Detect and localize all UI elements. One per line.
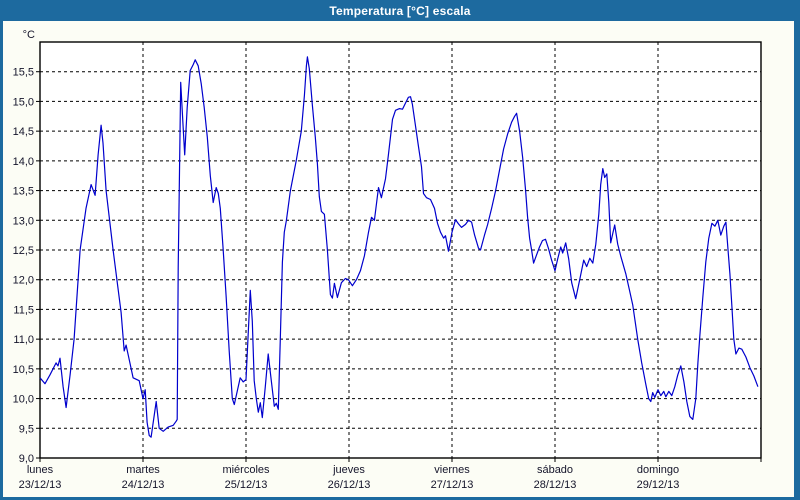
y-tick-label: 9,0 xyxy=(19,453,34,465)
x-date-label: 23/12/13 xyxy=(19,479,62,491)
y-tick-label: 12,0 xyxy=(13,275,34,287)
x-day-label: lunes xyxy=(27,464,54,476)
title-bar: Temperatura [°C] escala xyxy=(0,0,800,21)
x-date-label: 28/12/13 xyxy=(534,479,577,491)
y-tick-label: 11,5 xyxy=(13,304,34,316)
x-day-label: jueves xyxy=(332,464,365,476)
y-tick-label: 14,0 xyxy=(13,156,34,168)
y-axis-unit-label: °C xyxy=(23,29,35,41)
y-tick-label: 13,0 xyxy=(13,215,34,227)
x-date-label: 24/12/13 xyxy=(122,479,165,491)
y-tick-label: 10,0 xyxy=(13,394,34,406)
y-tick-label: 15,5 xyxy=(13,67,34,79)
x-day-label: martes xyxy=(126,464,160,476)
plot-border xyxy=(39,41,762,459)
y-tick-label: 14,5 xyxy=(13,126,34,138)
x-date-label: 25/12/13 xyxy=(225,479,268,491)
y-tick-label: 15,0 xyxy=(13,96,34,108)
x-date-label: 27/12/13 xyxy=(431,479,474,491)
y-tick-label: 10,5 xyxy=(13,364,34,376)
window-title: Temperatura [°C] escala xyxy=(329,3,471,18)
x-day-label: miércoles xyxy=(222,464,270,476)
x-day-label: viernes xyxy=(434,464,470,476)
x-day-label: domingo xyxy=(637,464,679,476)
x-day-label: sábado xyxy=(537,464,573,476)
x-date-label: 29/12/13 xyxy=(637,479,680,491)
temperature-series xyxy=(39,56,759,438)
x-date-label: 26/12/13 xyxy=(328,479,371,491)
y-tick-label: 11,0 xyxy=(13,334,34,346)
y-tick-label: 12,5 xyxy=(13,245,34,257)
y-tick-label: 9,5 xyxy=(19,423,34,435)
y-tick-label: 13,5 xyxy=(13,186,34,198)
